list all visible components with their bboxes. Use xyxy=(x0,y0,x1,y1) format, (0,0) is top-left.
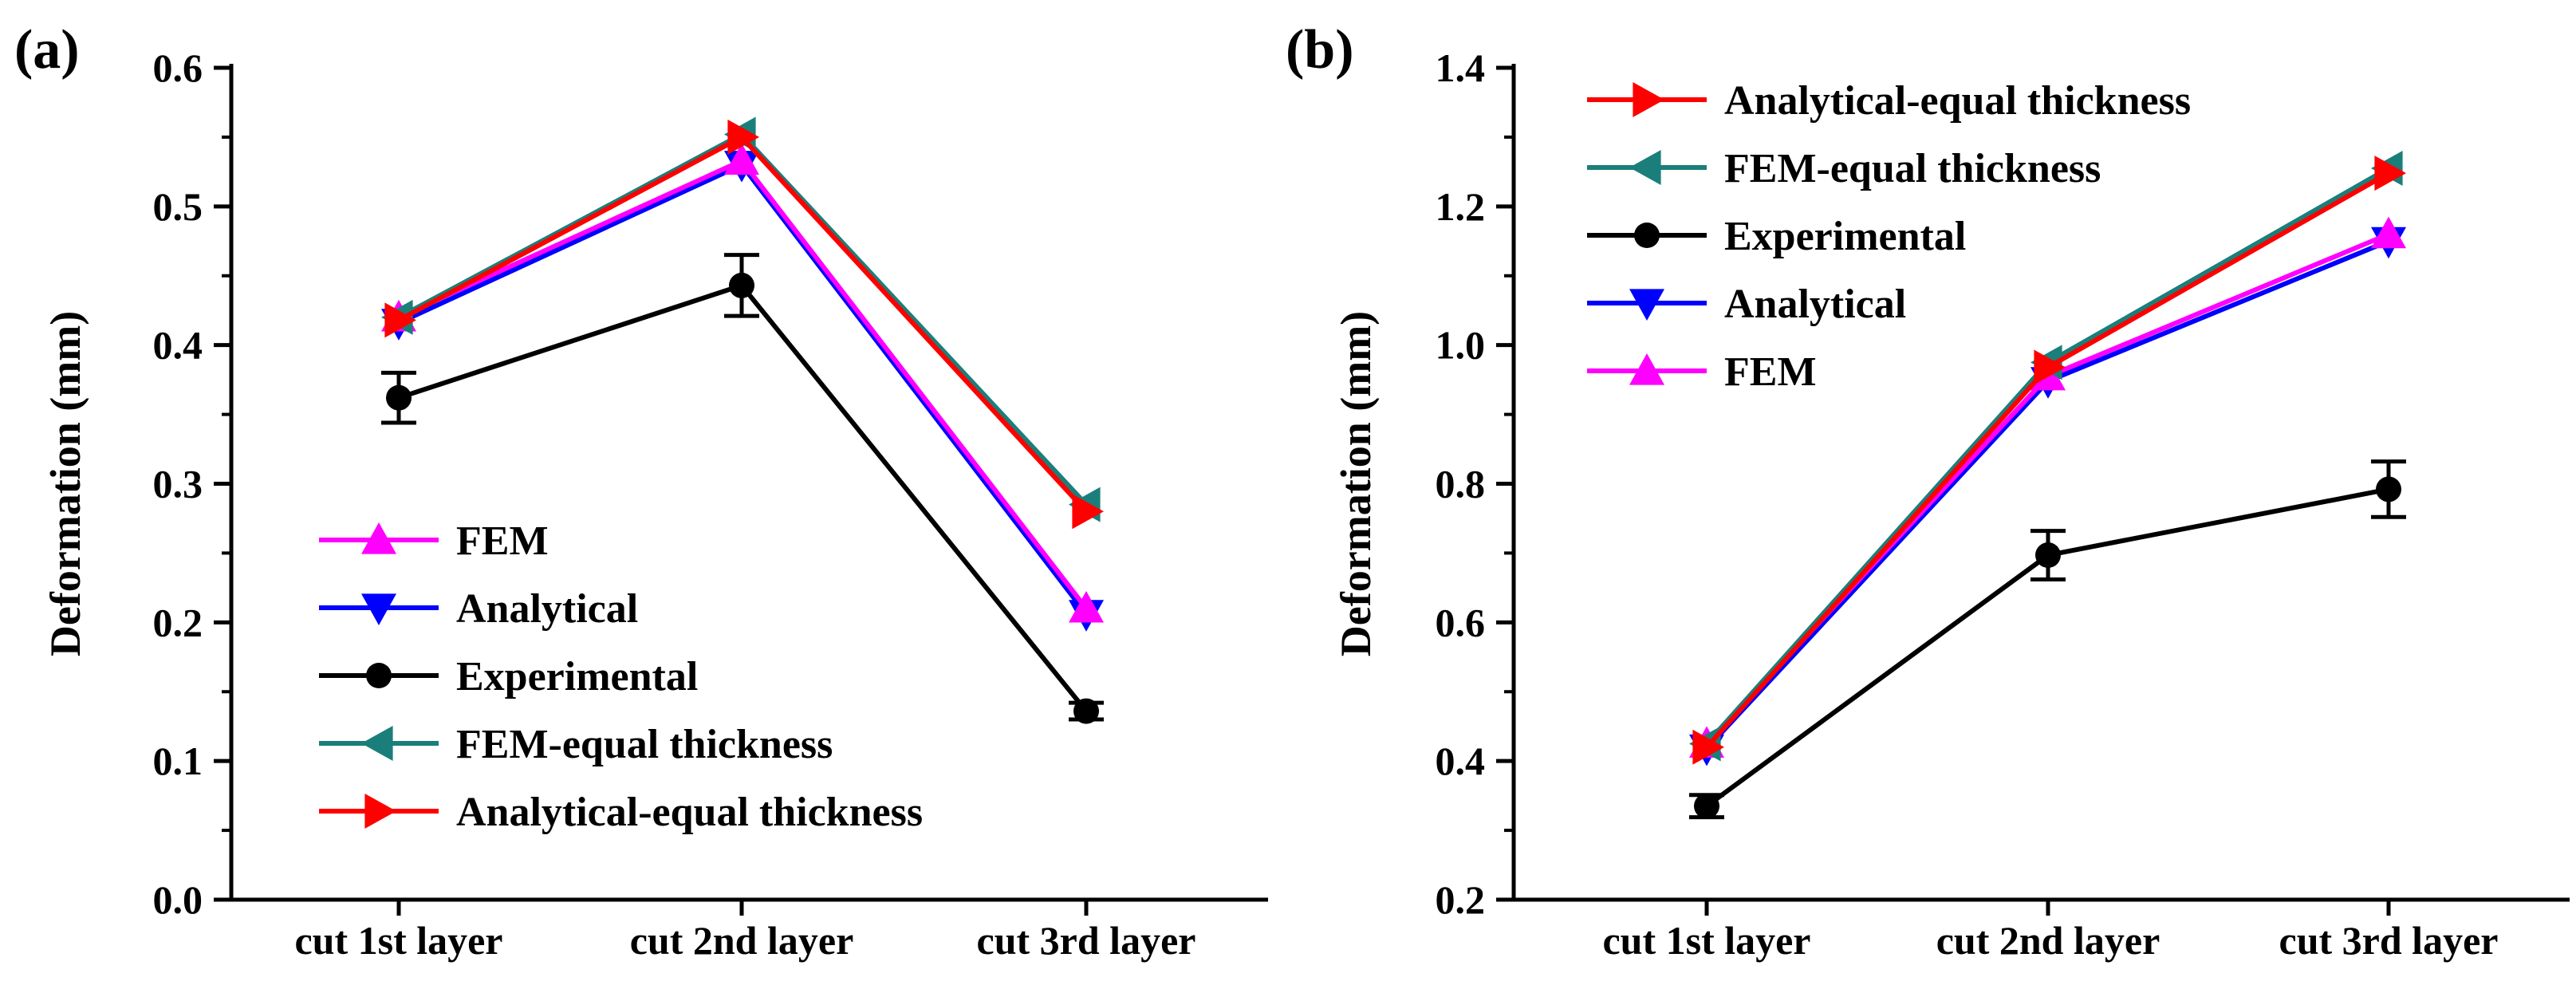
legend: Analytical-equal thickness FEM-equal thic… xyxy=(1587,78,2191,395)
legend-label: Experimental xyxy=(1724,214,1966,259)
legend-item: Experimental xyxy=(1587,214,1966,259)
data-point xyxy=(1073,698,1099,724)
y-tick-label: 0.4 xyxy=(1436,739,1486,783)
data-point xyxy=(2034,349,2066,385)
legend: FEM Analytical Experimental FEM-equal thick… xyxy=(319,518,923,835)
y-tick-label: 0.5 xyxy=(153,184,203,229)
legend-label: Experimental xyxy=(456,654,698,699)
legend-label: FEM-equal thickness xyxy=(1724,146,2101,191)
legend-item: Analytical xyxy=(1587,282,1906,327)
legend-item: Analytical-equal thickness xyxy=(319,790,923,835)
y-tick-label: 1.0 xyxy=(1436,323,1486,368)
x-tick-label: cut 3rd layer xyxy=(977,918,1196,963)
data-point xyxy=(384,302,416,338)
legend-label: Analytical xyxy=(1724,282,1906,327)
x-tick-label: cut 2nd layer xyxy=(1936,918,2160,963)
series-experimental xyxy=(381,253,1104,724)
y-tick-label: 1.2 xyxy=(1436,184,1486,229)
legend-label: FEM xyxy=(1724,349,1817,395)
legend-marker xyxy=(1634,223,1660,248)
panel-label: (a) xyxy=(14,19,80,81)
series-line xyxy=(1704,171,2390,749)
y-tick-label: 0.4 xyxy=(153,323,203,368)
y-axis-title: Deformation (mm) xyxy=(41,311,89,656)
legend-item: FEM xyxy=(319,518,549,564)
series-experimental xyxy=(1689,459,2406,820)
legend-label: Analytical xyxy=(456,586,638,632)
legend-item: Experimental xyxy=(319,654,698,699)
y-tick-label: 0.0 xyxy=(153,877,203,922)
legend-item: Analytical-equal thickness xyxy=(1587,78,2191,124)
series-line xyxy=(397,134,1089,514)
series-line xyxy=(397,131,1089,506)
y-tick-label: 0.6 xyxy=(1436,600,1486,644)
chart-panel-b: (b) 0.2 0.4 0.6 0.8 1.0 1.2 1.4 cut 1st layer cut… xyxy=(1286,19,2570,963)
x-tick-label: cut 1st layer xyxy=(1602,918,1810,963)
y-tick-label: 0.1 xyxy=(153,739,203,783)
y-tick-label: 0.8 xyxy=(1436,462,1486,506)
legend-label: FEM-equal thickness xyxy=(456,722,833,767)
x-tick-label: cut 1st layer xyxy=(294,918,502,963)
series-line xyxy=(398,282,1089,713)
data-point xyxy=(2371,216,2406,249)
legend-marker xyxy=(361,522,396,554)
legend-item: Analytical xyxy=(319,586,638,632)
legend-marker xyxy=(361,726,393,761)
y-tick-label: 0.2 xyxy=(1436,877,1486,922)
series-analytical-equal-thickness xyxy=(384,119,1104,530)
series-analytical-equal-thickness xyxy=(1692,156,2406,765)
data-point xyxy=(1692,729,1724,765)
legend-item: FEM-equal thickness xyxy=(319,722,833,767)
data-point xyxy=(2035,542,2061,569)
data-point xyxy=(1069,590,1104,623)
y-tick-label: 0.6 xyxy=(153,45,203,90)
legend-marker xyxy=(366,663,392,688)
y-tick-label: 0.3 xyxy=(153,462,203,506)
x-tick-label: cut 2nd layer xyxy=(630,918,854,963)
data-point xyxy=(386,384,412,411)
y-tick-label: 0.2 xyxy=(153,600,203,644)
legend-marker xyxy=(364,794,396,829)
panel-label: (b) xyxy=(1286,19,1354,81)
legend-label: FEM xyxy=(456,518,549,564)
y-tick-label: 1.4 xyxy=(1436,45,1486,90)
data-point xyxy=(2374,156,2406,191)
legend-item: FEM xyxy=(1587,349,1817,395)
data-point xyxy=(729,272,754,298)
legend-marker xyxy=(1629,289,1664,321)
legend-marker xyxy=(1629,353,1664,385)
x-tick-label: cut 3rd layer xyxy=(2279,918,2499,963)
legend-marker xyxy=(1633,82,1664,117)
legend-marker xyxy=(1629,150,1661,185)
chart-panel-a: (a) 0.0 0.1 0.2 0.3 0.4 0.5 0.6 cut 1st layer cut… xyxy=(14,19,1268,963)
data-point xyxy=(1694,793,1719,819)
legend-marker xyxy=(361,593,396,625)
legend-label: Analytical-equal thickness xyxy=(456,790,923,835)
data-point xyxy=(727,119,759,155)
legend-item: FEM-equal thickness xyxy=(1587,146,2101,191)
y-axis-title: Deformation (mm) xyxy=(1332,311,1380,656)
legend-label: Analytical-equal thickness xyxy=(1724,78,2191,124)
data-point xyxy=(724,143,759,175)
data-point xyxy=(2376,476,2401,502)
data-point xyxy=(1072,494,1104,530)
